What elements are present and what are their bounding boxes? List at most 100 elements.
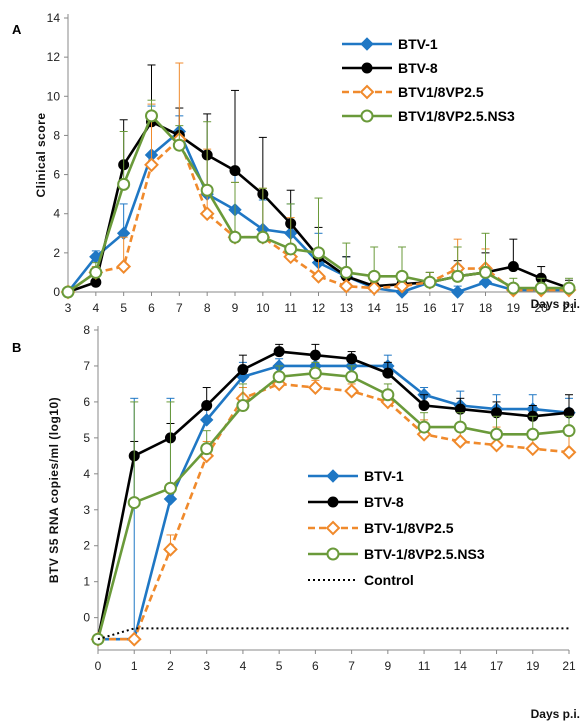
x-axis-label: Days p.i. bbox=[531, 707, 580, 721]
legend-marker bbox=[360, 37, 374, 51]
x-tick-label: 21 bbox=[562, 659, 576, 673]
y-tick-label: 14 bbox=[47, 11, 61, 25]
panel-label: B bbox=[12, 340, 21, 355]
y-tick-label: 8 bbox=[53, 128, 60, 142]
data-point bbox=[312, 246, 325, 260]
y-tick-label: 8 bbox=[83, 323, 90, 337]
series-line bbox=[96, 350, 570, 640]
data-point bbox=[163, 541, 178, 557]
data-point bbox=[201, 400, 213, 412]
series-BTV-1/8VP2.5.NS3 bbox=[91, 361, 576, 646]
data-point bbox=[418, 400, 430, 412]
data-point bbox=[534, 281, 548, 295]
data-point bbox=[525, 441, 541, 457]
x-tick-label: 16 bbox=[423, 301, 437, 315]
legend-marker bbox=[326, 547, 340, 561]
x-tick-label: 11 bbox=[418, 659, 431, 673]
data-point bbox=[228, 230, 242, 244]
data-point bbox=[526, 427, 540, 441]
data-point bbox=[89, 265, 103, 279]
y-tick-label: 12 bbox=[47, 50, 61, 64]
x-tick-label: 15 bbox=[395, 301, 409, 315]
data-point bbox=[452, 434, 468, 449]
series-line bbox=[97, 627, 569, 641]
data-point bbox=[199, 413, 214, 427]
data-point bbox=[366, 280, 382, 296]
data-point bbox=[451, 269, 465, 283]
x-tick-label: 4 bbox=[240, 659, 247, 673]
legend-label: BTV-1/8VP2.5 bbox=[364, 520, 454, 536]
data-point bbox=[127, 496, 141, 510]
x-tick-label: 9 bbox=[385, 659, 392, 673]
y-tick-label: 10 bbox=[47, 89, 61, 103]
data-point bbox=[309, 349, 321, 361]
x-axis-label: Days p.i. bbox=[531, 297, 580, 311]
data-point bbox=[311, 268, 326, 284]
series-BTV-8 bbox=[92, 343, 575, 645]
data-point bbox=[381, 388, 395, 402]
x-tick-label: 3 bbox=[203, 659, 210, 673]
y-tick-label: 0 bbox=[83, 611, 90, 625]
legend-marker bbox=[360, 109, 374, 123]
data-point bbox=[423, 275, 437, 289]
data-point bbox=[417, 420, 431, 434]
x-tick-label: 14 bbox=[367, 301, 381, 315]
y-tick-label: 2 bbox=[83, 539, 90, 553]
data-point bbox=[506, 281, 520, 295]
data-point bbox=[489, 437, 504, 453]
x-tick-label: 21 bbox=[562, 301, 576, 315]
x-tick-label: 17 bbox=[490, 659, 504, 673]
data-point bbox=[200, 183, 214, 197]
series-BTV-1/8VP2.5 bbox=[90, 376, 577, 647]
series-BTV1/8VP2.5.NS3 bbox=[61, 99, 576, 299]
data-point bbox=[199, 206, 215, 222]
x-tick-label: 19 bbox=[526, 659, 540, 673]
x-tick-label: 12 bbox=[312, 301, 326, 315]
legend-label: BTV-8 bbox=[364, 494, 404, 510]
data-point bbox=[479, 265, 492, 279]
data-point bbox=[562, 281, 576, 295]
data-point bbox=[237, 364, 249, 376]
x-tick-label: 3 bbox=[65, 301, 72, 315]
data-point bbox=[395, 269, 409, 283]
y-tick-label: 4 bbox=[53, 207, 60, 221]
data-point bbox=[144, 157, 159, 173]
x-tick-label: 6 bbox=[312, 659, 319, 673]
data-point bbox=[61, 285, 75, 299]
x-tick-label: 20 bbox=[534, 301, 548, 315]
data-point bbox=[346, 353, 358, 365]
legend-label: BTV-8 bbox=[398, 60, 438, 76]
legend-marker bbox=[327, 496, 339, 508]
data-point bbox=[562, 424, 576, 438]
data-point bbox=[394, 278, 410, 294]
data-point bbox=[256, 230, 270, 244]
legend: BTV-1 BTV-8 BTV-1/8VP2.5 BTV-1/8VP2.5.NS3 Co… bbox=[308, 468, 485, 588]
x-tick-label: 1 bbox=[131, 659, 138, 673]
legend-label: Control bbox=[364, 572, 414, 588]
data-point bbox=[200, 442, 214, 456]
x-tick-label: 6 bbox=[148, 301, 155, 315]
data-point bbox=[339, 265, 353, 279]
data-point bbox=[117, 177, 131, 191]
data-point bbox=[172, 138, 186, 152]
data-point bbox=[236, 399, 250, 413]
data-point bbox=[450, 285, 465, 299]
data-point bbox=[382, 367, 394, 379]
y-tick-label: 6 bbox=[83, 395, 90, 409]
legend: BTV-1 BTV-8 BTV1/8VP2.5 BTV1/8VP2.5.NS3 bbox=[342, 36, 515, 124]
y-tick-label: 4 bbox=[83, 467, 90, 481]
legend-marker bbox=[326, 469, 340, 483]
x-tick-label: 4 bbox=[92, 301, 99, 315]
x-tick-label: 17 bbox=[451, 301, 465, 315]
legend-label: BTV1/8VP2.5.NS3 bbox=[398, 108, 515, 124]
x-tick-label: 14 bbox=[454, 659, 468, 673]
y-tick-label: 3 bbox=[83, 503, 90, 517]
y-tick-label: 0 bbox=[53, 285, 60, 299]
y-tick-label: 2 bbox=[53, 246, 60, 260]
legend-marker bbox=[359, 84, 375, 100]
x-tick-label: 19 bbox=[507, 301, 521, 315]
x-tick-label: 5 bbox=[120, 301, 127, 315]
legend-label: BTV-1 bbox=[398, 36, 438, 52]
data-point bbox=[478, 275, 493, 289]
